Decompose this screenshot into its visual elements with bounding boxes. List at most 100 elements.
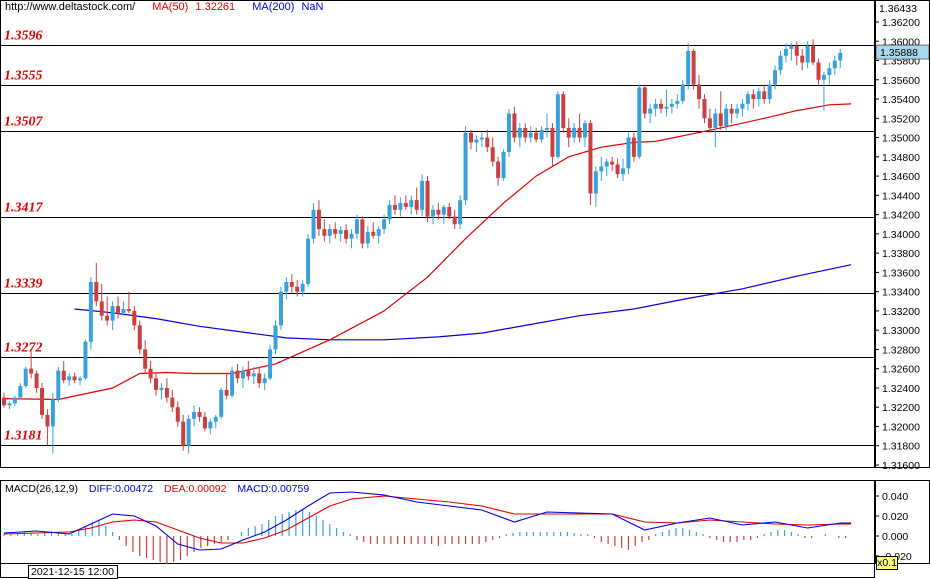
macd-tick-label-0: 0.040 — [882, 491, 908, 503]
candle-104 — [566, 118, 571, 148]
candle-42 — [230, 366, 235, 398]
candle-43 — [235, 363, 240, 384]
candle-130 — [707, 108, 712, 133]
macd-axis-frame — [875, 480, 930, 564]
candle-27 — [148, 360, 153, 384]
candle-30 — [164, 378, 169, 403]
candle-9 — [50, 392, 55, 454]
candle-2 — [12, 395, 17, 407]
candle-154 — [838, 48, 843, 69]
zoom-button[interactable]: x0.1 — [876, 556, 898, 570]
candle-64 — [349, 229, 354, 249]
candle-90 — [490, 137, 495, 167]
level-label-6: 1.3181 — [4, 429, 43, 444]
time-cursor-label: 2021-12-15 12:00 — [28, 565, 118, 579]
candle-139 — [756, 87, 761, 107]
candle-84 — [458, 195, 463, 230]
candle-73 — [398, 197, 403, 217]
candle-131 — [713, 108, 718, 148]
candle-53 — [289, 274, 294, 294]
candle-136 — [740, 99, 745, 117]
price-tick-label-8: 1.34600 — [882, 171, 920, 183]
price-tick-label-20: 1.32200 — [882, 402, 920, 414]
candle-103 — [561, 91, 566, 133]
candle-149 — [811, 39, 816, 66]
site-url[interactable]: http://www.deltastock.com/ — [5, 1, 136, 13]
macd-tick-label-1: 0.020 — [882, 511, 908, 523]
candle-132 — [718, 91, 723, 130]
candle-19 — [105, 296, 110, 326]
current-price-label: 1.35888 — [880, 47, 918, 59]
candle-111 — [604, 158, 609, 177]
candle-129 — [702, 94, 707, 124]
candle-23 — [126, 291, 131, 313]
price-axis: 1.362001.360001.358001.356001.354001.352… — [875, 3, 930, 472]
macd-header: MACD(26,12,9) DIFF:0.00472 DEA:0.00092 M… — [5, 483, 317, 495]
candle-119 — [648, 103, 653, 124]
candle-127 — [691, 48, 696, 90]
candle-133 — [724, 103, 729, 130]
candle-141 — [767, 79, 772, 104]
candle-79 — [430, 204, 435, 225]
macd-chart — [3, 491, 852, 564]
price-tick-label-16: 1.33000 — [882, 325, 920, 337]
candle-36 — [197, 407, 202, 422]
candle-59 — [322, 219, 327, 242]
candle-122 — [664, 89, 669, 117]
candle-75 — [409, 195, 414, 215]
candle-0 — [2, 392, 6, 408]
ma50-line — [3, 103, 852, 401]
candle-113 — [615, 158, 620, 179]
candle-134 — [729, 103, 734, 124]
candle-76 — [414, 187, 419, 215]
candle-89 — [485, 129, 490, 153]
current-price-marker — [875, 44, 930, 60]
candle-145 — [789, 43, 794, 61]
level-label-0: 1.3596 — [4, 29, 43, 44]
candle-51 — [278, 286, 283, 331]
candle-106 — [577, 113, 582, 143]
candle-77 — [420, 174, 425, 217]
price-tick-label-22: 1.31800 — [882, 441, 920, 453]
candle-118 — [642, 84, 647, 119]
price-tick-label-19: 1.32400 — [882, 383, 920, 395]
candle-7 — [40, 383, 45, 419]
price-axis-frame — [875, 0, 930, 468]
candle-16 — [88, 277, 93, 350]
price-tick-label-7: 1.34800 — [882, 152, 920, 164]
candle-72 — [392, 195, 397, 215]
ma50-value: 1.32261 — [195, 1, 236, 13]
candle-100 — [545, 113, 549, 138]
macd-title: MACD(26,12,9) — [5, 483, 78, 495]
candle-49 — [268, 344, 273, 381]
candle-66 — [360, 216, 365, 249]
candle-115 — [626, 132, 631, 175]
candle-37 — [202, 412, 207, 432]
candle-146 — [794, 41, 799, 66]
candle-99 — [539, 126, 544, 143]
ma200-label: MA(200) — [252, 1, 295, 13]
candle-67 — [365, 226, 370, 249]
candle-50 — [273, 320, 278, 355]
ma200-value: NaN — [301, 1, 324, 13]
candle-56 — [306, 233, 311, 287]
price-tick-label-13: 1.33600 — [882, 267, 920, 279]
candle-105 — [572, 123, 577, 143]
level-label-4: 1.3339 — [4, 277, 43, 292]
candle-87 — [474, 135, 479, 153]
candle-38 — [208, 418, 213, 435]
candle-138 — [751, 89, 756, 109]
candle-116 — [631, 132, 636, 162]
candle-71 — [387, 200, 392, 225]
price-tick-label-12: 1.33800 — [882, 248, 920, 260]
candle-150 — [816, 58, 821, 85]
candle-32 — [175, 401, 180, 427]
candle-48 — [262, 373, 267, 390]
candle-13 — [72, 372, 77, 384]
candle-74 — [403, 195, 408, 210]
price-tick-label-18: 1.32600 — [882, 364, 920, 376]
candle-60 — [327, 224, 332, 244]
candle-83 — [452, 209, 457, 230]
candle-144 — [783, 43, 788, 63]
